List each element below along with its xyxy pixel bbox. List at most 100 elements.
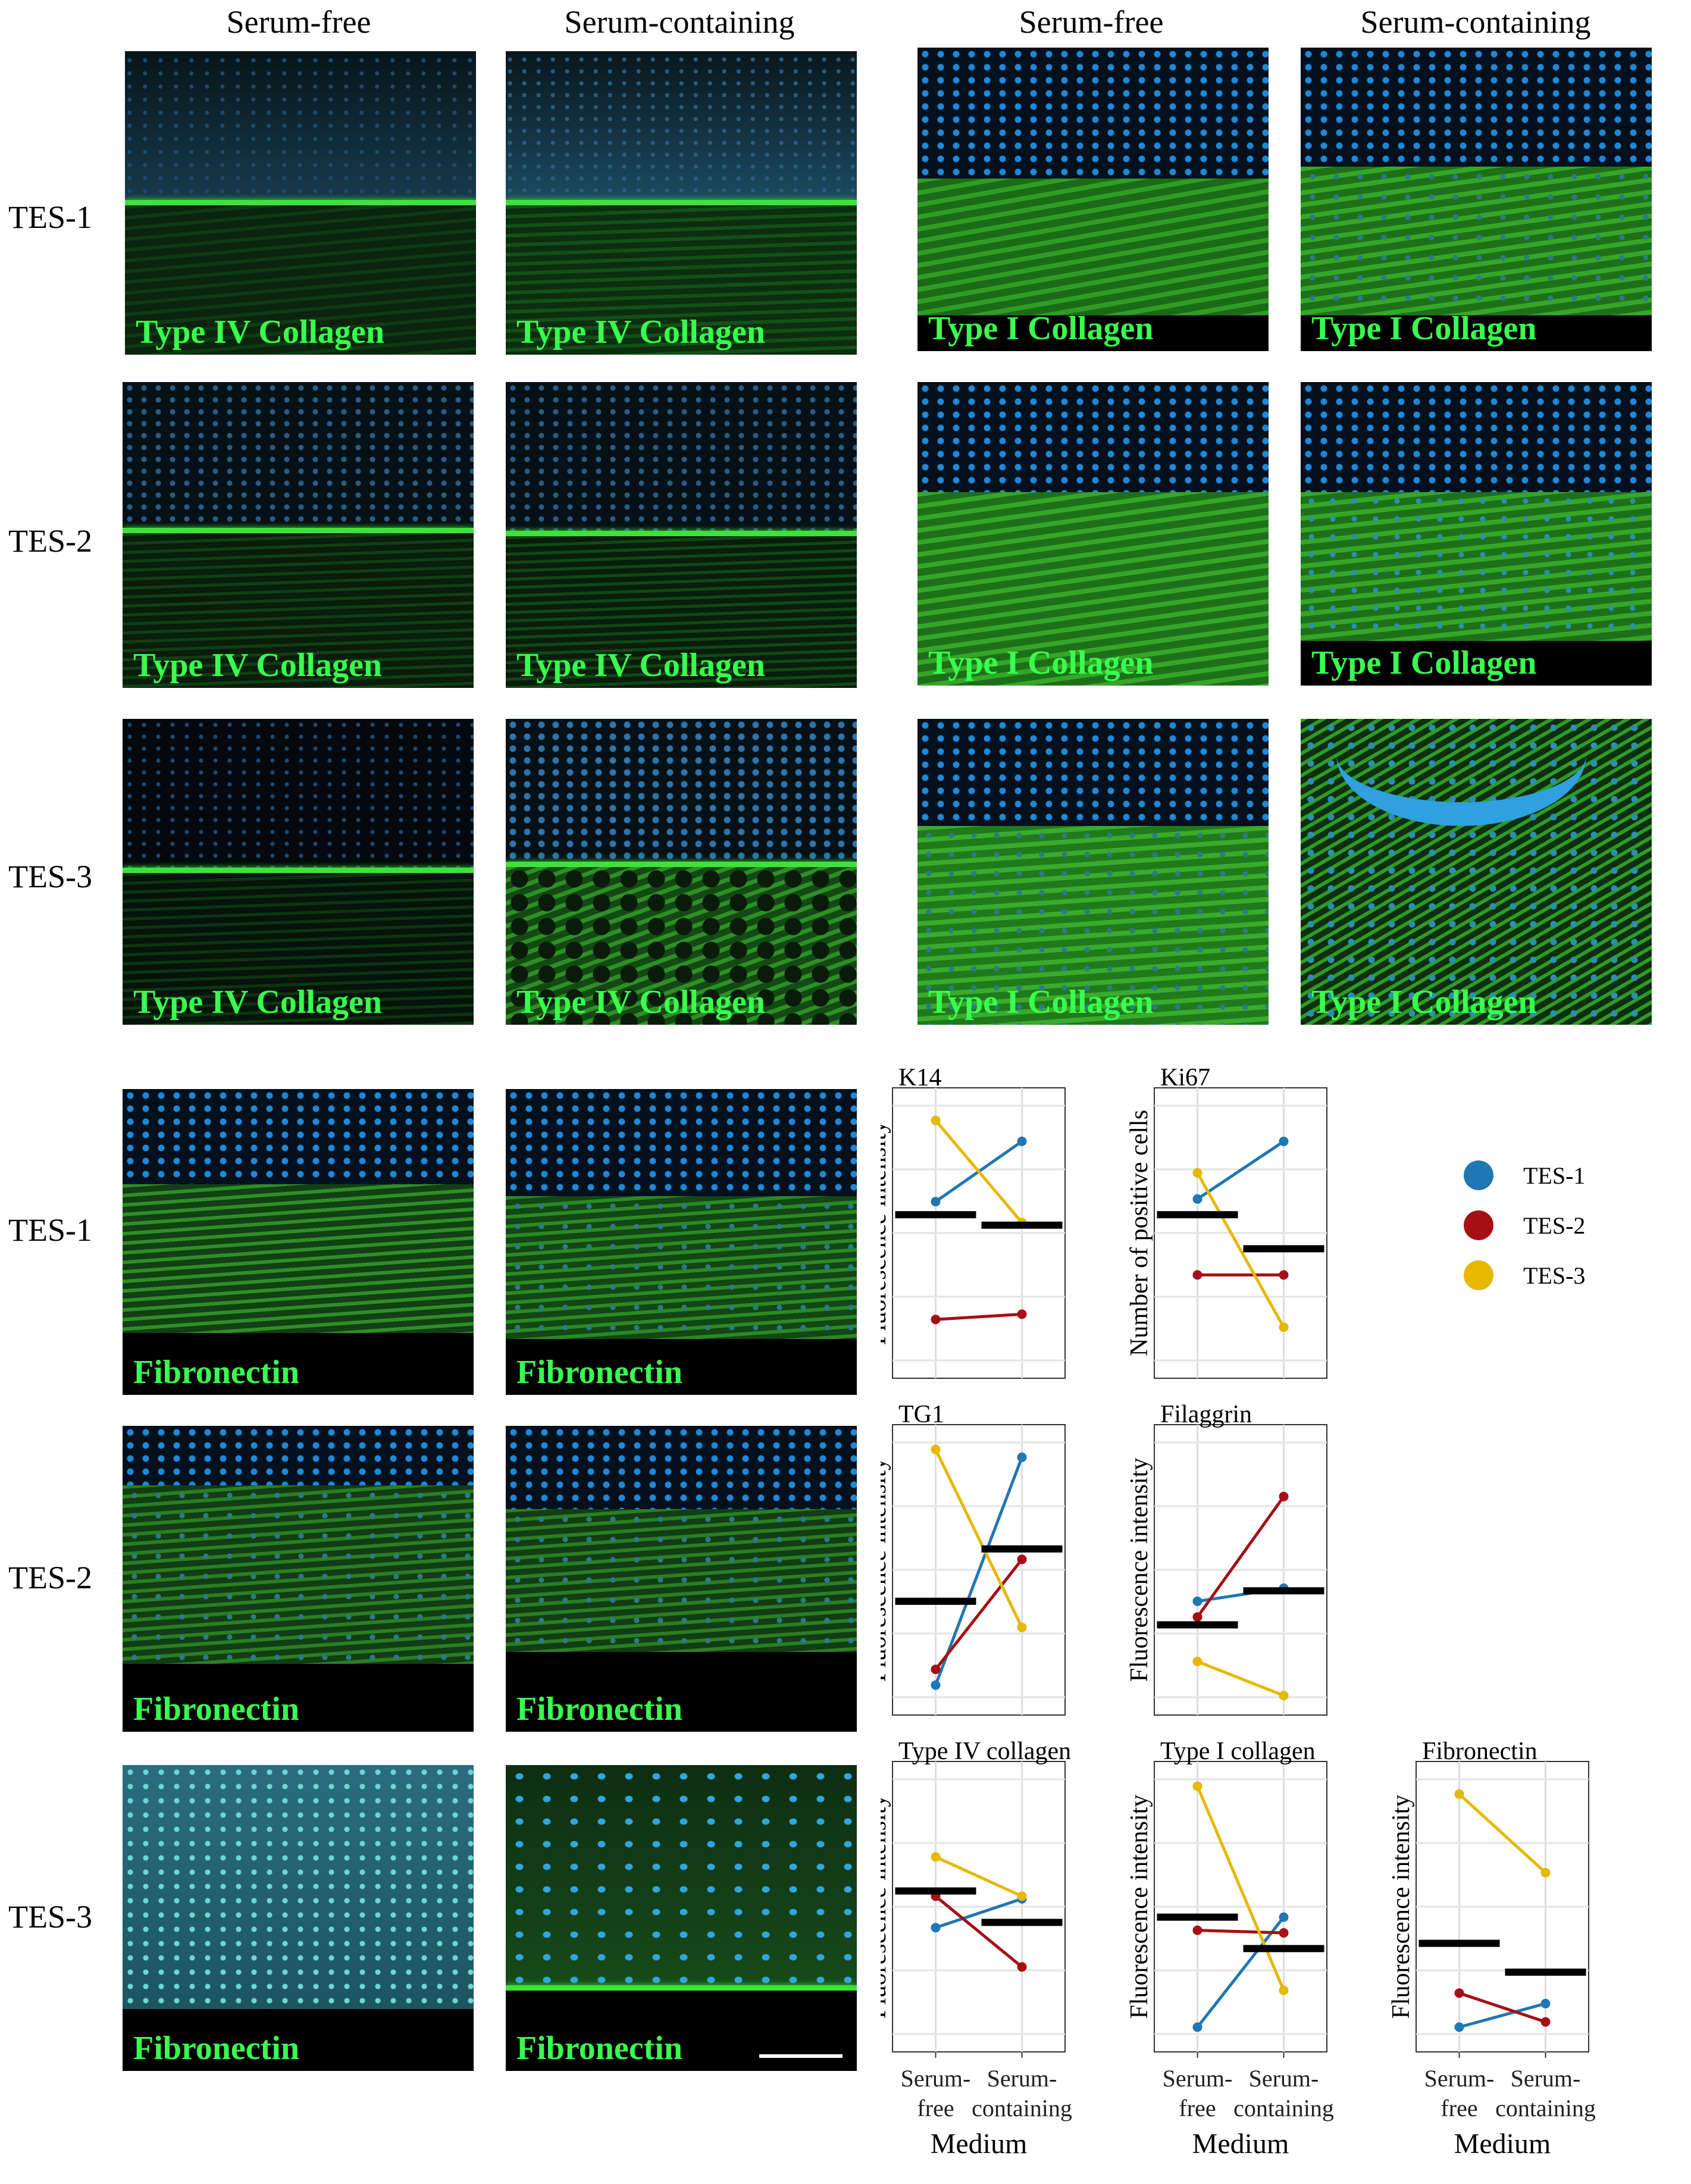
micrograph-tes3-fibronectin-serum-containing: Fibronectin	[506, 1765, 857, 2071]
legend-label-tes2: TES-2	[1523, 1212, 1586, 1239]
legend-label-tes3: TES-3	[1523, 1262, 1586, 1289]
chart-title-type-i-collagen: Type I collagen	[1160, 1738, 1316, 1765]
data-point-tes-1-type-iv-collagen	[931, 1923, 941, 1933]
y-axis-label-type-iv-collagen: Fluorescence intensity	[881, 1795, 891, 2019]
stain-label: Type IV Collagen	[516, 984, 765, 1021]
y-axis-label-tg1: Fluorescence intensity	[881, 1458, 891, 1682]
mean-bar-ki67	[1243, 1245, 1324, 1253]
stain-label: Type I Collagen	[928, 644, 1154, 681]
col-header-serum-containing-right: Serum-containing	[1360, 4, 1591, 40]
data-point-tes-2-filaggrin	[1192, 1612, 1203, 1622]
data-point-tes-3-ki67	[1279, 1322, 1289, 1332]
mean-bar-tg1	[895, 1597, 976, 1605]
data-point-tes-1-fibronectin	[1540, 1998, 1551, 2008]
data-point-tes-3-tg1	[931, 1444, 941, 1454]
micrograph-tes1-fibronectin-serum-containing: Fibronectin	[506, 1089, 857, 1395]
x-tick-label-type-iv-collagen: Serum-	[987, 2065, 1057, 2092]
row-label-tes3-top: TES-3	[8, 859, 92, 894]
micrograph-tes3-fibronectin-serum-free: Fibronectin	[123, 1765, 474, 2071]
data-point-tes-3-fibronectin	[1540, 1867, 1551, 1878]
stain-label: Type IV Collagen	[133, 647, 382, 684]
stain-label: Type I Collagen	[1311, 310, 1537, 347]
series-line-tes-3-tg1	[934, 1448, 1023, 1628]
mean-bar-tg1	[981, 1545, 1063, 1553]
mean-bar-type-i-collagen	[1243, 1945, 1324, 1953]
x-tick-label-fibronectin: Serum-	[1511, 2065, 1581, 2092]
row-label-tes1-top: TES-1	[8, 199, 92, 235]
chart-title-type-iv-collagen: Type IV collagen	[898, 1738, 1071, 1765]
stain-label: Type IV Collagen	[136, 314, 384, 351]
series-line-tes-3-k14	[934, 1119, 1023, 1224]
micrograph-tes2-type-i-serum-free: Type I Collagen	[917, 382, 1269, 686]
y-axis-label-k14: Fluorescence intensity	[881, 1121, 891, 1346]
data-point-tes-3-ki67	[1192, 1168, 1203, 1178]
mean-bar-filaggrin	[1243, 1587, 1324, 1595]
y-axis-label-ki67: Number of positive cells	[1126, 1110, 1153, 1356]
series-line-tes-1-type-iv-collagen	[935, 1897, 1023, 1929]
series-line-tes-1-type-i-collagen	[1196, 1916, 1285, 2028]
col-header-serum-free-left: Serum-free	[226, 4, 371, 40]
x-tick-label-type-iv-collagen: Serum-	[901, 2065, 971, 2092]
data-point-tes-3-filaggrin	[1192, 1657, 1203, 1666]
y-axis-label-fibronectin: Fluorescence intensity	[1388, 1795, 1415, 2019]
legend-dot-tes3	[1464, 1260, 1493, 1290]
stain-label: Type IV Collagen	[516, 314, 765, 351]
data-point-tes-2-ki67	[1279, 1270, 1289, 1280]
scale-bar	[759, 2054, 843, 2058]
legend: TES-1 TES-2 TES-3	[1464, 1160, 1642, 1315]
data-point-tes-2-fibronectin	[1540, 2017, 1551, 2027]
data-point-tes-1-tg1	[1017, 1452, 1027, 1462]
data-point-tes-2-fibronectin	[1454, 1988, 1464, 1998]
series-line-tes-2-k14	[935, 1312, 1022, 1321]
mean-bar-type-i-collagen	[1157, 1913, 1238, 1921]
data-point-tes-2-k14	[931, 1315, 941, 1325]
data-point-tes-2-tg1	[931, 1664, 941, 1675]
data-point-tes-1-k14	[1017, 1137, 1027, 1146]
data-point-tes-1-type-i-collagen	[1192, 2022, 1203, 2032]
stain-label: Fibronectin	[516, 1354, 682, 1391]
micrograph-tes1-fibronectin-serum-free: Fibronectin	[123, 1089, 474, 1395]
data-point-tes-2-filaggrin	[1279, 1491, 1289, 1501]
series-line-tes-3-fibronectin	[1458, 1792, 1547, 1874]
mean-bar-filaggrin	[1157, 1621, 1238, 1629]
micrograph-tes2-type-i-serum-containing: Type I Collagen	[1301, 382, 1652, 686]
micrograph-tes2-type-iv-serum-containing: Type IV Collagen	[506, 382, 857, 688]
series-line-tes-1-tg1	[934, 1456, 1023, 1686]
micrograph-tes3-type-i-serum-free: Type I Collagen	[917, 719, 1269, 1025]
x-tick-label-fibronectin: Serum-	[1424, 2065, 1495, 2092]
stain-label: Fibronectin	[133, 2030, 299, 2067]
micrograph-tes2-type-iv-serum-free: Type IV Collagen	[123, 382, 474, 688]
x-axis-title-type-i-collagen: Medium	[1192, 2128, 1289, 2160]
micrograph-tes3-type-iv-serum-free: Type IV Collagen	[123, 719, 474, 1025]
x-tick-label-type-i-collagen: free	[1179, 2095, 1216, 2122]
charts-area: K14 Fluorescence intensity Ki67 Number of p…	[881, 1064, 1596, 2160]
y-axis-label-filaggrin: Fluorescence intensity	[1126, 1458, 1153, 1682]
series-line-tes-3-filaggrin	[1197, 1660, 1285, 1697]
mean-bar-fibronectin	[1418, 1939, 1500, 1947]
x-tick-label-type-i-collagen: Serum-	[1163, 2065, 1233, 2092]
x-tick-label-type-i-collagen: Serum-	[1249, 2065, 1319, 2092]
mean-bar-type-iv-collagen	[895, 1887, 976, 1895]
legend-dot-tes2	[1464, 1210, 1493, 1240]
data-point-tes-2-type-iv-collagen	[1017, 1962, 1027, 1972]
data-point-tes-2-type-i-collagen	[1192, 1925, 1203, 1935]
chart-title-tg1: TG1	[898, 1401, 944, 1428]
micrograph-tes3-type-iv-serum-containing: Type IV Collagen	[506, 719, 857, 1025]
data-point-tes-3-fibronectin	[1454, 1789, 1464, 1799]
data-point-tes-2-type-i-collagen	[1279, 1928, 1289, 1938]
chart-title-ki67: Ki67	[1160, 1064, 1210, 1091]
data-point-tes-3-type-i-collagen	[1192, 1781, 1203, 1791]
x-tick-label-type-iv-collagen: containing	[972, 2095, 1072, 2122]
stain-label: Type IV Collagen	[516, 647, 765, 684]
stain-label: Fibronectin	[516, 1691, 682, 1728]
stain-label: Fibronectin	[516, 2030, 682, 2067]
data-point-tes-3-type-i-collagen	[1279, 1985, 1289, 1995]
data-point-tes-1-ki67	[1192, 1194, 1203, 1204]
x-tick-label-type-iv-collagen: free	[917, 2095, 954, 2122]
x-tick-label-fibronectin: containing	[1495, 2095, 1596, 2122]
stain-label: Type I Collagen	[1311, 984, 1537, 1021]
data-point-tes-1-type-i-collagen	[1279, 1912, 1289, 1922]
stain-label: Type I Collagen	[928, 310, 1154, 347]
series-line-tes-3-type-i-collagen	[1196, 1785, 1285, 1991]
data-point-tes-1-tg1	[931, 1680, 941, 1690]
